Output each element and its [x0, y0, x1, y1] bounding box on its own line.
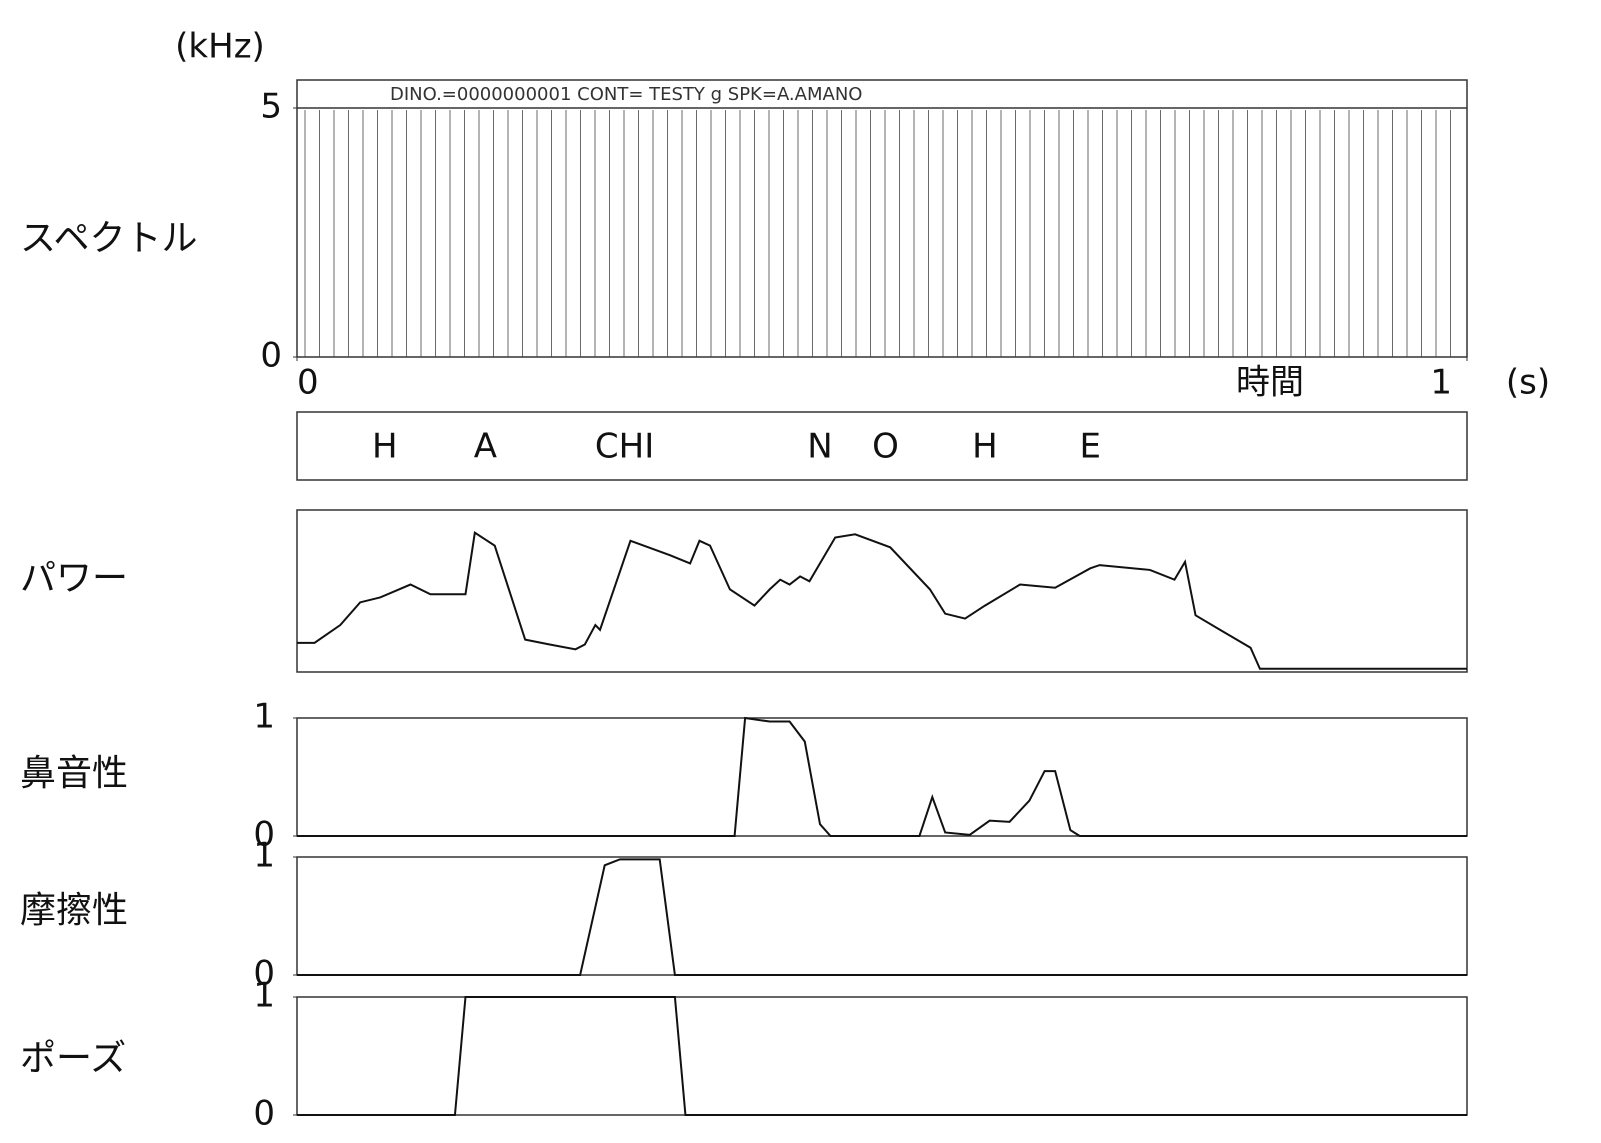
- y-tick-label: 0: [253, 954, 275, 994]
- x-tick-label: 1: [1430, 363, 1452, 403]
- phoneme-label: H: [372, 427, 398, 467]
- row-label: パワー: [20, 558, 128, 599]
- row-label: ポーズ: [20, 1038, 126, 1079]
- phoneme-label: O: [872, 427, 899, 467]
- spectrum-header: DINO.=0000000001 CONT= TESTY g SPK=A.AMA…: [390, 84, 862, 105]
- y-tick-label: 0: [253, 815, 275, 855]
- feature-line: [297, 530, 1467, 670]
- y-tick-label: 5: [260, 87, 282, 127]
- panel-frame: [296, 717, 1468, 837]
- panel-frame: [296, 996, 1468, 1116]
- y-tick-label: 1: [253, 836, 275, 876]
- y-tick-label: 0: [253, 1094, 275, 1134]
- y-tick-label: 0: [260, 336, 282, 376]
- phoneme-label: A: [474, 427, 497, 467]
- panel-frame: [296, 509, 1468, 673]
- phoneme-label: H: [972, 427, 998, 467]
- y-unit: (kHz): [175, 27, 265, 67]
- phoneme-label: E: [1080, 427, 1101, 467]
- phoneme-label: N: [807, 427, 832, 467]
- phoneme-label: CHI: [595, 427, 654, 467]
- y-tick-label: 1: [253, 976, 275, 1016]
- y-tick-label: 1: [253, 697, 275, 737]
- feature-line: [297, 716, 1467, 837]
- row-label: 鼻音性: [20, 753, 128, 794]
- x-tick-label: 0: [297, 363, 319, 403]
- x-label: 時間: [1236, 363, 1304, 403]
- feature-line: [297, 996, 1467, 1116]
- feature-line: [297, 858, 1467, 976]
- x-unit: (s): [1506, 363, 1550, 403]
- panel-frame: [296, 411, 1468, 481]
- row-label: 摩擦性: [20, 890, 128, 931]
- panel-frame: [296, 79, 1468, 358]
- row-label: スペクトル: [20, 218, 197, 259]
- panel-frame: [296, 856, 1468, 976]
